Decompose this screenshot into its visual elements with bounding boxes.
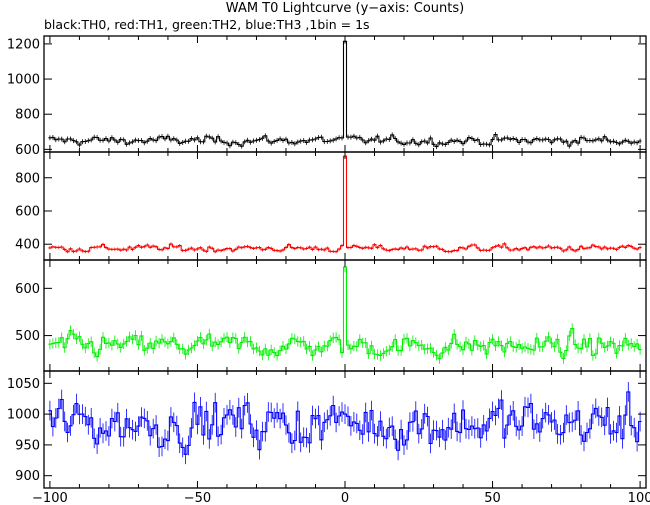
series-line-th3: [48, 391, 642, 455]
panels-group: 6008001000120040060080050060090095010001…: [7, 35, 650, 505]
error-bars-th0: [49, 38, 641, 150]
y-tick-label: 800: [15, 108, 40, 123]
y-tick-label: 1000: [7, 408, 40, 423]
y-tick-label: 900: [15, 469, 40, 484]
error-bars-th2: [49, 261, 641, 364]
panel-frame-th2: [43, 259, 647, 372]
chart-title: WAM T0 Lightcurve (y−axis: Counts): [226, 1, 464, 16]
x-tick-label: −50: [184, 491, 211, 505]
panel-th0: 600 800 1000 1200: [7, 35, 647, 158]
error-bars-th3: [49, 382, 641, 465]
x-tick-label: −100: [32, 491, 68, 505]
y-tick-label: 600: [15, 143, 40, 158]
panel-th3: 900 950 1000 1050: [7, 370, 647, 489]
y-tick-label: 600: [15, 282, 40, 297]
series-line-th0: [48, 40, 642, 148]
y-tick-label: 400: [15, 238, 40, 253]
panel-th2: 500 600: [15, 259, 647, 372]
y-tick-label: 1050: [7, 377, 40, 392]
y-tick-label: 950: [15, 438, 40, 453]
panel-frame-th1: [43, 151, 647, 261]
y-tick-label: 1000: [7, 73, 40, 88]
series-line-th1: [48, 155, 642, 253]
x-tick-label: 100: [628, 491, 650, 505]
y-tick-label: 500: [15, 329, 40, 344]
panel-th1: 400 600 800: [15, 151, 647, 261]
x-tick-label: 50: [484, 491, 501, 505]
y-tick-label: 800: [15, 171, 40, 186]
error-bars-th1: [49, 154, 641, 254]
series-line-th2: [48, 266, 642, 360]
panel-frame-th0: [43, 35, 647, 153]
x-tick-label: 0: [341, 491, 349, 505]
y-tick-label: 600: [15, 204, 40, 219]
y-tick-label: 1200: [7, 37, 40, 52]
chart-subtitle: black:TH0, red:TH1, green:TH2, blue:TH3 …: [44, 17, 370, 32]
